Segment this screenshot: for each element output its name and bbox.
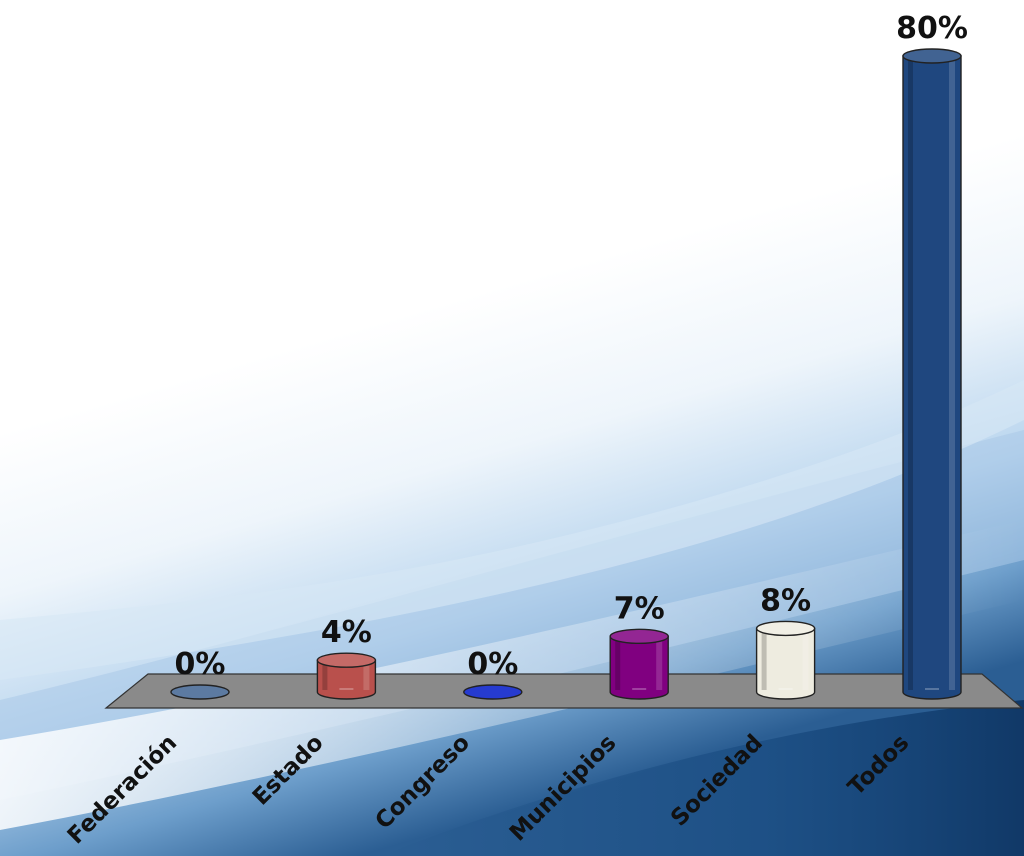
bar-todos [902, 48, 962, 700]
bar-sociedad [755, 620, 816, 700]
bar-federación [170, 684, 230, 700]
value-label-todos: 80% [896, 11, 968, 46]
bar-congreso [463, 684, 523, 700]
chart-floor [104, 673, 1024, 709]
value-label-federación: 0% [175, 647, 226, 682]
value-label-estado: 4% [321, 615, 372, 650]
value-label-sociedad: 8% [760, 583, 811, 618]
value-label-congreso: 0% [467, 647, 518, 682]
bar-estado [316, 652, 377, 700]
value-label-municipios: 7% [614, 591, 665, 626]
bar-municipios [609, 628, 669, 700]
